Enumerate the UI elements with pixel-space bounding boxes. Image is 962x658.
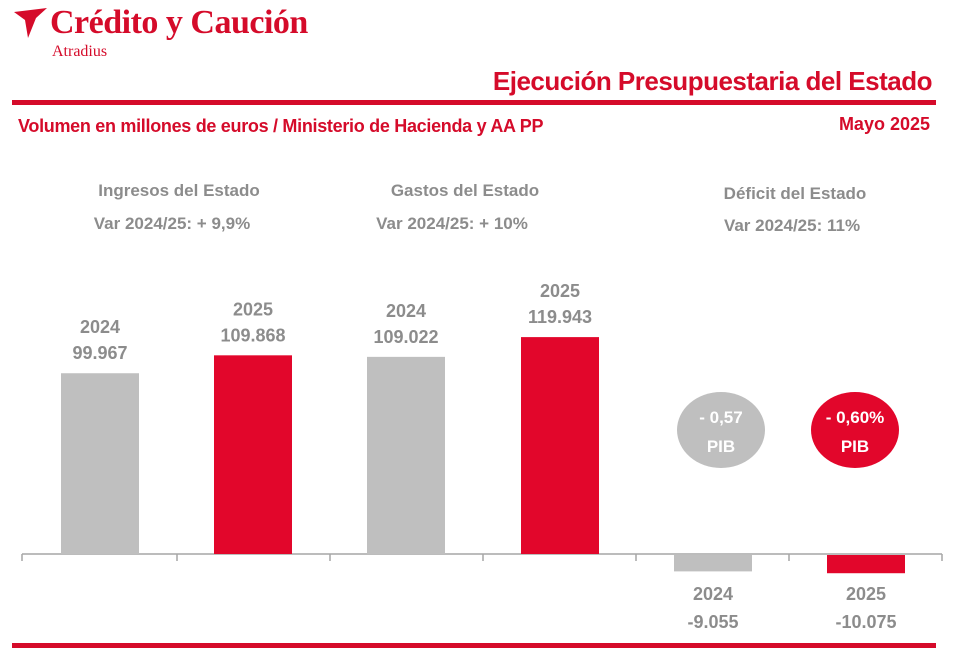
group-var-ingresos: Var 2024/25: + 9,9% xyxy=(93,214,251,233)
bar-2025-5 xyxy=(827,555,905,574)
bar-year-label-1: 2025 xyxy=(233,299,273,319)
pib-badge-unit-2024: PIB xyxy=(707,437,735,456)
bottom-divider xyxy=(12,643,936,648)
bar-value-label-1: 109.868 xyxy=(220,325,285,345)
bar-year-label-5: 2025 xyxy=(846,584,886,604)
bar-value-label-5: -10.075 xyxy=(835,612,896,632)
bar-year-label-3: 2025 xyxy=(540,281,580,301)
bar-value-label-3: 119.943 xyxy=(528,307,592,327)
bar-2024-2 xyxy=(367,356,445,554)
bar-value-label-0: 99.967 xyxy=(72,343,127,363)
group-title-gastos: Gastos del Estado xyxy=(390,181,540,200)
group-title-deficit: Déficit del Estado xyxy=(723,184,867,203)
brand-name: Crédito y Caución xyxy=(50,4,308,41)
brand-logo-icon xyxy=(14,8,47,38)
bar-2025-3 xyxy=(521,337,599,554)
group-var-deficit: Var 2024/25: 11% xyxy=(723,216,861,235)
bar-year-label-0: 2024 xyxy=(80,317,120,337)
pib-badge-value-2024: - 0,57 xyxy=(699,408,742,427)
bar-value-label-4: -9.055 xyxy=(687,612,738,632)
bar-2024-4 xyxy=(674,555,752,572)
page-subtitle: Volumen en millones de euros / Ministeri… xyxy=(18,116,544,136)
bar-2025-1 xyxy=(214,355,292,554)
report-date: Mayo 2025 xyxy=(838,114,930,134)
group-var-gastos: Var 2024/25: + 10% xyxy=(376,214,528,233)
brand-subtitle: Atradius xyxy=(52,43,108,60)
bar-2024-0 xyxy=(61,373,139,554)
pib-badge-2025 xyxy=(811,392,899,468)
bar-year-label-4: 2024 xyxy=(693,584,733,604)
bar-year-label-2: 2024 xyxy=(386,301,426,321)
bar-value-label-2: 109.022 xyxy=(373,327,438,347)
pib-badge-unit-2025: PIB xyxy=(841,437,869,456)
pib-badge-2024 xyxy=(677,392,765,468)
top-divider xyxy=(12,100,936,105)
page-title: Ejecución Presupuestaria del Estado xyxy=(492,66,933,96)
group-title-ingresos: Ingresos del Estado xyxy=(98,181,260,200)
pib-badge-value-2025: - 0,60% xyxy=(826,408,885,427)
